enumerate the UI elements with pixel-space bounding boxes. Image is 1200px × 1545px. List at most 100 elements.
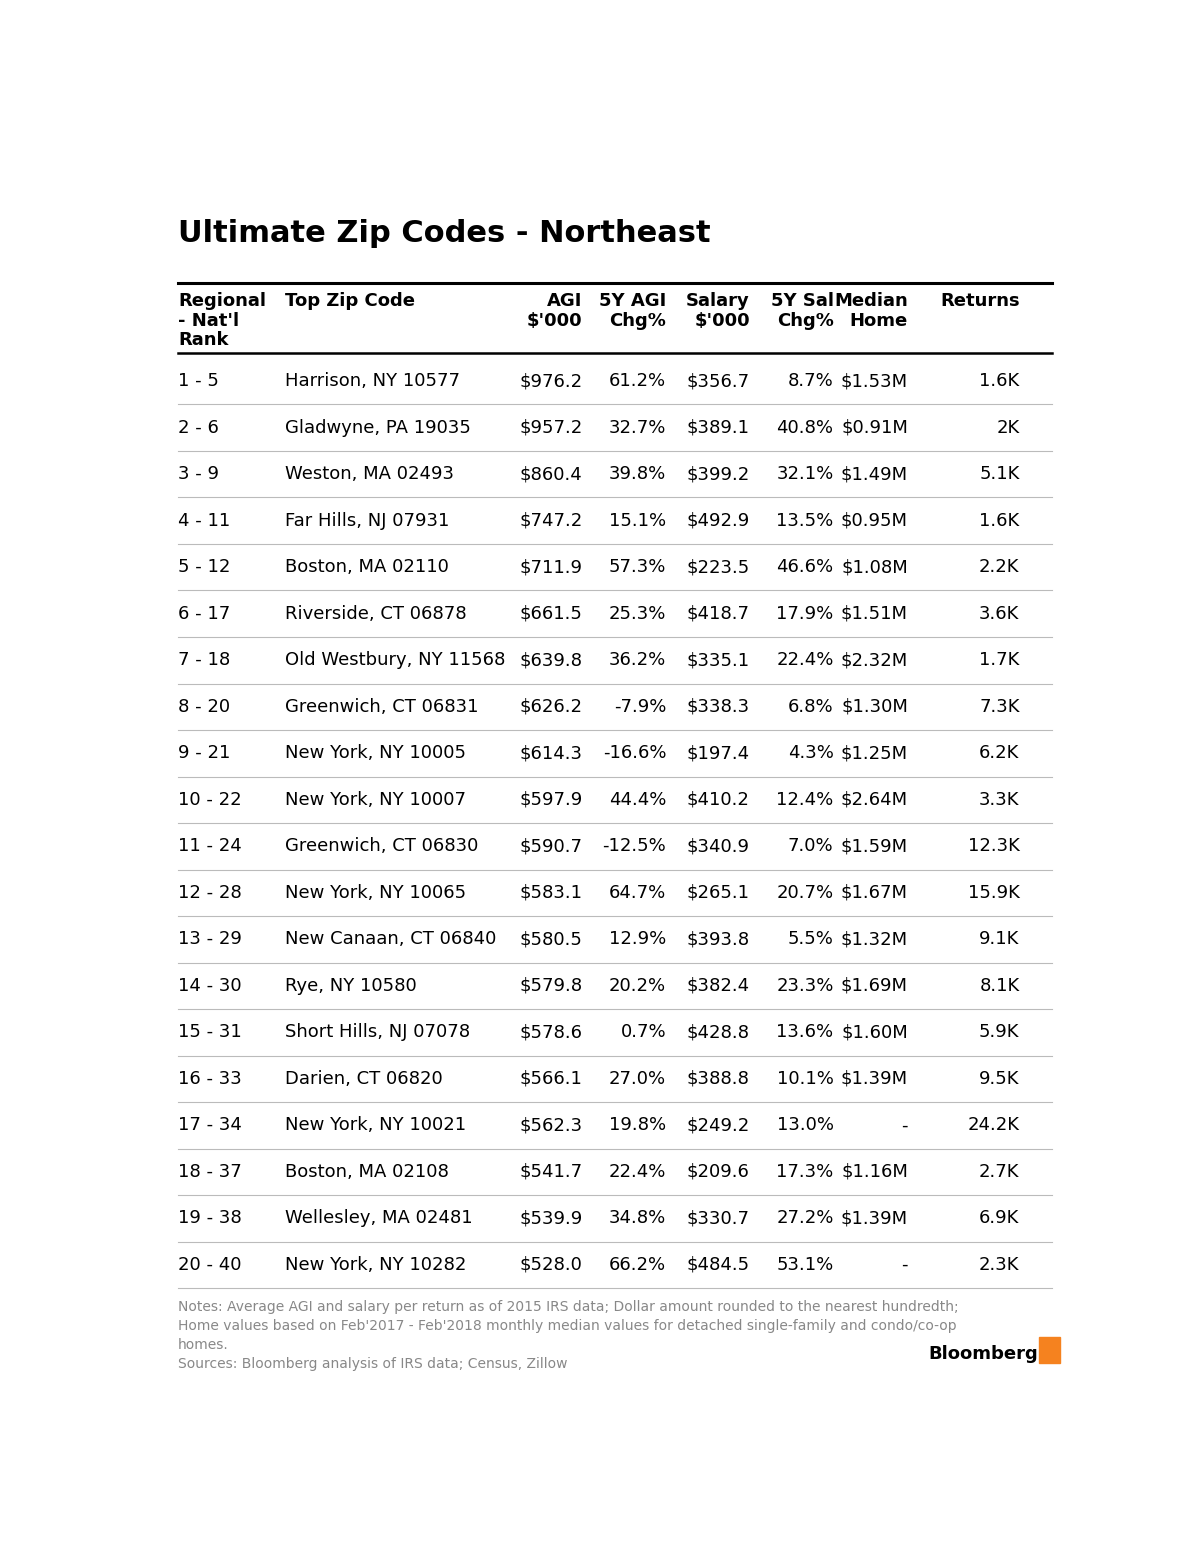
Text: 8.1K: 8.1K <box>979 976 1020 995</box>
Text: New York, NY 10021: New York, NY 10021 <box>284 1117 466 1134</box>
Text: $597.9: $597.9 <box>520 791 582 808</box>
Text: $223.5: $223.5 <box>686 558 750 576</box>
Text: 66.2%: 66.2% <box>610 1256 666 1275</box>
Text: $492.9: $492.9 <box>686 511 750 530</box>
Text: Boston, MA 02108: Boston, MA 02108 <box>284 1163 449 1180</box>
Text: 57.3%: 57.3% <box>608 558 666 576</box>
Text: Home: Home <box>850 312 908 329</box>
Text: 25.3%: 25.3% <box>608 604 666 623</box>
Text: $590.7: $590.7 <box>520 837 582 856</box>
Text: 61.2%: 61.2% <box>610 372 666 391</box>
Text: 20 - 40: 20 - 40 <box>178 1256 241 1275</box>
Text: $1.39M: $1.39M <box>841 1069 908 1088</box>
Text: $539.9: $539.9 <box>520 1210 582 1227</box>
Text: -16.6%: -16.6% <box>602 745 666 762</box>
Text: 7.0%: 7.0% <box>788 837 834 856</box>
Text: 0.7%: 0.7% <box>620 1023 666 1041</box>
Text: $1.59M: $1.59M <box>841 837 908 856</box>
Text: $399.2: $399.2 <box>686 465 750 484</box>
Text: $0.95M: $0.95M <box>841 511 908 530</box>
Text: Riverside, CT 06878: Riverside, CT 06878 <box>284 604 467 623</box>
Text: 64.7%: 64.7% <box>608 884 666 902</box>
Text: $'000: $'000 <box>527 312 582 329</box>
Text: 39.8%: 39.8% <box>608 465 666 484</box>
Text: 17.9%: 17.9% <box>776 604 834 623</box>
Text: - Nat'l: - Nat'l <box>178 312 239 329</box>
Text: $340.9: $340.9 <box>686 837 750 856</box>
Text: 12 - 28: 12 - 28 <box>178 884 241 902</box>
Text: $484.5: $484.5 <box>686 1256 750 1275</box>
Text: 6 - 17: 6 - 17 <box>178 604 230 623</box>
Text: Chg%: Chg% <box>610 312 666 329</box>
Text: 32.1%: 32.1% <box>776 465 834 484</box>
Text: 2 - 6: 2 - 6 <box>178 419 218 437</box>
Text: 19 - 38: 19 - 38 <box>178 1210 241 1227</box>
Text: 6.8%: 6.8% <box>788 698 834 715</box>
Text: $578.6: $578.6 <box>520 1023 582 1041</box>
Text: 17 - 34: 17 - 34 <box>178 1117 241 1134</box>
Text: 10 - 22: 10 - 22 <box>178 791 241 808</box>
Text: $579.8: $579.8 <box>520 976 582 995</box>
Text: $249.2: $249.2 <box>686 1117 750 1134</box>
Text: 9 - 21: 9 - 21 <box>178 745 230 762</box>
Text: 22.4%: 22.4% <box>608 1163 666 1180</box>
Text: 5.9K: 5.9K <box>979 1023 1020 1041</box>
Text: -: - <box>901 1117 908 1134</box>
Text: $338.3: $338.3 <box>686 698 750 715</box>
Text: 44.4%: 44.4% <box>608 791 666 808</box>
Text: 4 - 11: 4 - 11 <box>178 511 230 530</box>
Text: Top Zip Code: Top Zip Code <box>284 292 415 311</box>
Text: 12.4%: 12.4% <box>776 791 834 808</box>
Text: $393.8: $393.8 <box>686 930 750 949</box>
Text: Bloomberg: Bloomberg <box>929 1346 1038 1363</box>
Text: Wellesley, MA 02481: Wellesley, MA 02481 <box>284 1210 473 1227</box>
Text: 32.7%: 32.7% <box>608 419 666 437</box>
Text: $1.08M: $1.08M <box>841 558 908 576</box>
Text: New York, NY 10065: New York, NY 10065 <box>284 884 466 902</box>
Text: 7 - 18: 7 - 18 <box>178 652 230 669</box>
Text: 6.2K: 6.2K <box>979 745 1020 762</box>
Text: 13.0%: 13.0% <box>776 1117 834 1134</box>
Text: -: - <box>901 1256 908 1275</box>
Text: 13.5%: 13.5% <box>776 511 834 530</box>
Text: $1.67M: $1.67M <box>841 884 908 902</box>
Text: 1.7K: 1.7K <box>979 652 1020 669</box>
Text: $614.3: $614.3 <box>520 745 582 762</box>
Text: Old Westbury, NY 11568: Old Westbury, NY 11568 <box>284 652 505 669</box>
Text: $418.7: $418.7 <box>686 604 750 623</box>
Text: $639.8: $639.8 <box>520 652 582 669</box>
Text: 20.7%: 20.7% <box>776 884 834 902</box>
Text: 53.1%: 53.1% <box>776 1256 834 1275</box>
Text: Returns: Returns <box>940 292 1020 311</box>
Text: 9.5K: 9.5K <box>979 1069 1020 1088</box>
Text: 14 - 30: 14 - 30 <box>178 976 241 995</box>
Text: 11 - 24: 11 - 24 <box>178 837 241 856</box>
Text: $2.32M: $2.32M <box>841 652 908 669</box>
Text: 7.3K: 7.3K <box>979 698 1020 715</box>
Text: 10.1%: 10.1% <box>776 1069 834 1088</box>
Text: Harrison, NY 10577: Harrison, NY 10577 <box>284 372 460 391</box>
Text: Short Hills, NJ 07078: Short Hills, NJ 07078 <box>284 1023 470 1041</box>
Text: 1.6K: 1.6K <box>979 372 1020 391</box>
Text: $382.4: $382.4 <box>686 976 750 995</box>
Text: Notes: Average AGI and salary per return as of 2015 IRS data; Dollar amount roun: Notes: Average AGI and salary per return… <box>178 1299 959 1315</box>
Text: $197.4: $197.4 <box>686 745 750 762</box>
Text: $335.1: $335.1 <box>686 652 750 669</box>
Text: 16 - 33: 16 - 33 <box>178 1069 241 1088</box>
Text: $1.49M: $1.49M <box>841 465 908 484</box>
Text: 36.2%: 36.2% <box>608 652 666 669</box>
Text: 2.2K: 2.2K <box>979 558 1020 576</box>
Text: $209.6: $209.6 <box>686 1163 750 1180</box>
Text: 24.2K: 24.2K <box>967 1117 1020 1134</box>
Text: $626.2: $626.2 <box>520 698 582 715</box>
Text: $528.0: $528.0 <box>520 1256 582 1275</box>
Text: 22.4%: 22.4% <box>776 652 834 669</box>
Text: Home values based on Feb'2017 - Feb'2018 monthly median values for detached sing: Home values based on Feb'2017 - Feb'2018… <box>178 1319 956 1333</box>
Text: $1.16M: $1.16M <box>841 1163 908 1180</box>
Text: 15.9K: 15.9K <box>967 884 1020 902</box>
Text: $747.2: $747.2 <box>520 511 582 530</box>
Text: 6.9K: 6.9K <box>979 1210 1020 1227</box>
Text: 8.7%: 8.7% <box>787 372 834 391</box>
Text: $580.5: $580.5 <box>520 930 582 949</box>
Text: 2K: 2K <box>996 419 1020 437</box>
